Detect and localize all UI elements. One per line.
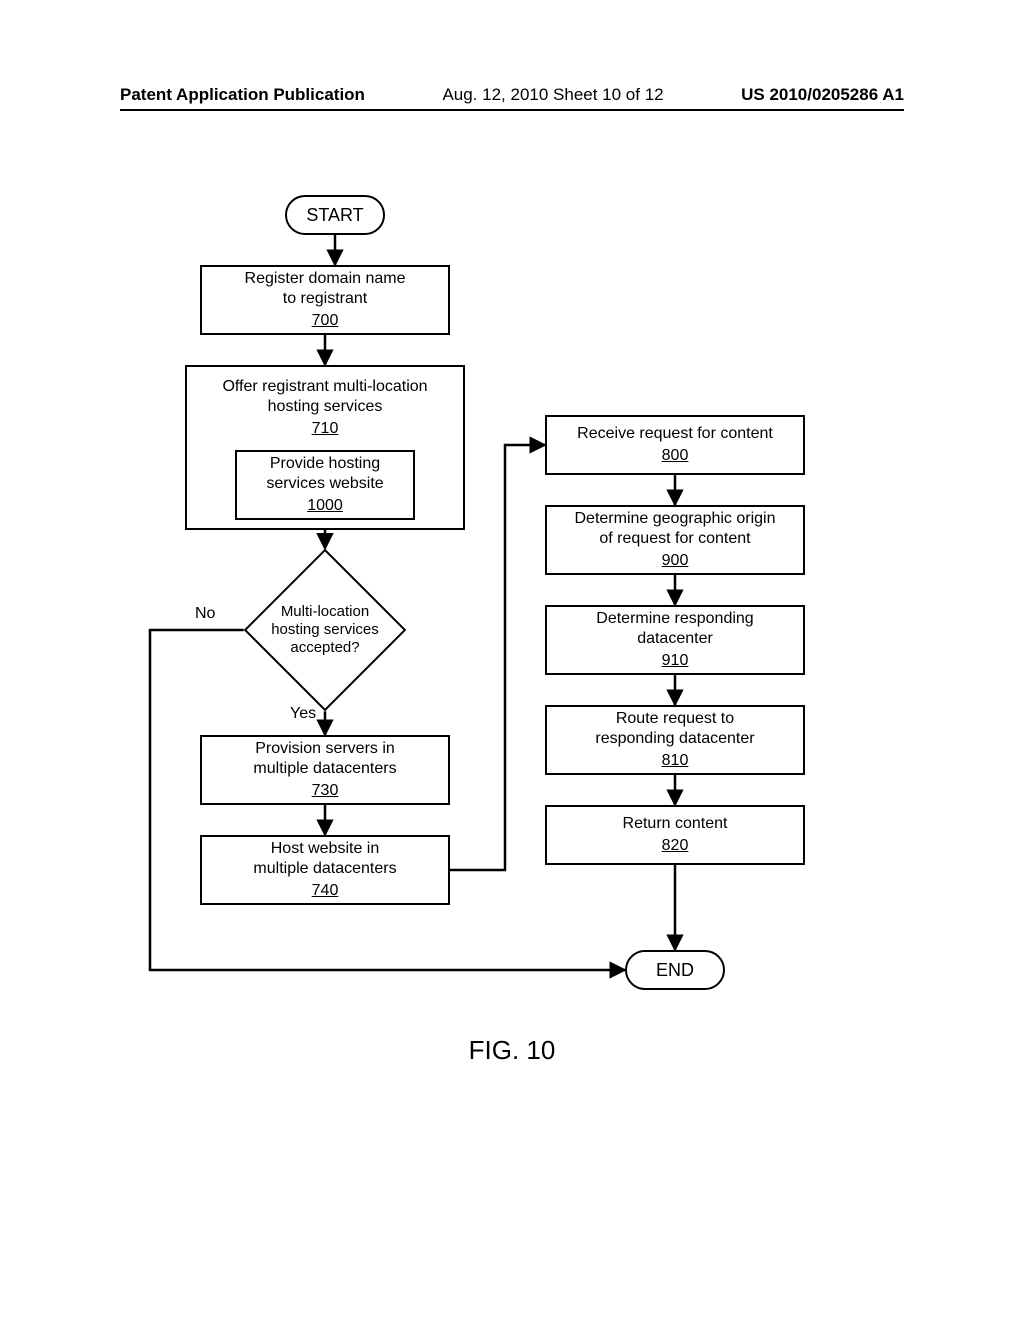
node-910: Determine respondingdatacenter 910 [545,605,805,675]
node-1000-text: Provide hostingservices website [266,454,383,494]
header-center: Aug. 12, 2010 Sheet 10 of 12 [442,85,663,105]
node-730-text: Provision servers inmultiple datacenters [253,739,396,779]
node-800: Receive request for content 800 [545,415,805,475]
header-left: Patent Application Publication [120,85,365,105]
label-no: No [195,605,215,623]
node-start-text: START [306,204,363,227]
node-decision-text: Multi-locationhosting servicesaccepted? [255,603,395,657]
node-810-ref: 810 [662,751,689,771]
node-800-ref: 800 [662,446,689,466]
node-910-ref: 910 [662,651,689,671]
node-900: Determine geographic originof request fo… [545,505,805,575]
node-740: Host website inmultiple datacenters 740 [200,835,450,905]
label-yes: Yes [290,705,316,723]
node-700-ref: 700 [312,311,339,331]
node-800-text: Receive request for content [577,424,773,444]
node-740-text: Host website inmultiple datacenters [253,839,396,879]
node-730: Provision servers inmultiple datacenters… [200,735,450,805]
node-end: END [625,950,725,990]
node-710-ref: 710 [312,419,339,439]
node-710-text: Offer registrant multi-locationhosting s… [222,377,427,417]
node-810-text: Route request toresponding datacenter [595,709,754,749]
node-910-text: Determine respondingdatacenter [596,609,753,649]
node-820-ref: 820 [662,836,689,856]
node-820-text: Return content [623,814,728,834]
node-810: Route request toresponding datacenter 81… [545,705,805,775]
node-900-ref: 900 [662,551,689,571]
page-header: Patent Application Publication Aug. 12, … [120,85,904,111]
node-1000: Provide hostingservices website 1000 [235,450,415,520]
node-740-ref: 740 [312,881,339,901]
figure-label: FIG. 10 [469,1035,556,1066]
node-1000-ref: 1000 [307,496,343,516]
flowchart-canvas: START Register domain nameto registrant … [0,180,1024,1200]
node-820: Return content 820 [545,805,805,865]
header-right: US 2010/0205286 A1 [741,85,904,105]
node-start: START [285,195,385,235]
node-700-text: Register domain nameto registrant [245,269,406,309]
node-700: Register domain nameto registrant 700 [200,265,450,335]
node-end-text: END [656,959,694,982]
node-900-text: Determine geographic originof request fo… [575,509,776,549]
node-730-ref: 730 [312,781,339,801]
